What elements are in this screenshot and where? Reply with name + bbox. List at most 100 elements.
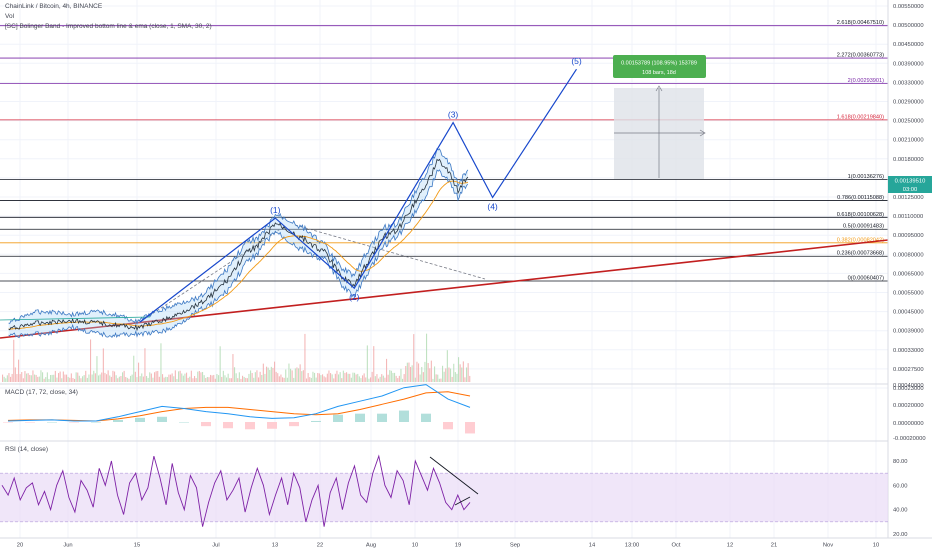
fib-level-label: 2.272(0.00360773) <box>837 53 884 59</box>
volume-bar <box>458 357 460 382</box>
grid-lines <box>0 0 888 538</box>
volume-bar <box>214 378 216 382</box>
volume-bar <box>70 373 72 382</box>
volume-bar <box>282 377 284 382</box>
volume-bar <box>77 372 79 382</box>
macd-histogram-bar <box>267 422 277 429</box>
volume-bar <box>304 333 306 382</box>
volume-bar <box>237 378 239 382</box>
volume-bar <box>198 370 200 382</box>
volume-bar <box>302 370 304 382</box>
volume-bar <box>450 368 452 382</box>
volume-bar <box>277 373 279 382</box>
price-axis-tick: 0.00390000 <box>893 61 924 67</box>
macd-histogram-bar <box>3 422 13 423</box>
volume-bar <box>370 377 372 382</box>
volume-bar <box>299 364 301 382</box>
macd-histogram-bar <box>355 413 365 422</box>
time-axis-tick: Nov <box>823 543 833 549</box>
volume-bar <box>170 374 172 382</box>
price-axis-tick: 0.00330000 <box>893 80 924 86</box>
volume-bar <box>155 371 157 382</box>
volume-bar <box>280 374 282 382</box>
volume-bar <box>413 334 415 382</box>
volume-bar <box>438 378 440 382</box>
volume-bar <box>267 367 269 382</box>
volume-bar <box>34 374 36 382</box>
volume-bar <box>182 375 184 382</box>
volume-bar <box>165 376 167 382</box>
volume-bar <box>190 370 192 382</box>
volume-bar <box>459 364 461 382</box>
volume-bar <box>168 374 170 382</box>
volume-bar <box>440 378 442 382</box>
price-axis-tick: 0.00500000 <box>893 23 924 29</box>
volume-bar <box>382 375 384 382</box>
volume-bar <box>35 374 37 382</box>
volume-bar <box>322 374 324 382</box>
symbol-title: ChainLink / Bitcoin, 4h, BINANCE <box>5 3 103 10</box>
volume-bar <box>341 378 343 382</box>
volume-bar <box>187 377 189 382</box>
volume-bar <box>208 377 210 382</box>
volume-bar <box>53 374 55 382</box>
macd-histogram-bar <box>113 419 123 422</box>
volume-bar <box>181 373 183 382</box>
price-axis-tick: 0.00027500 <box>893 367 924 373</box>
volume-bar <box>138 362 140 382</box>
volume-bar <box>101 372 103 382</box>
macd-histogram-bar <box>289 422 299 427</box>
volume-bar <box>229 378 231 382</box>
volume-bar <box>38 376 40 382</box>
volume-bar <box>197 371 199 382</box>
volume-bar <box>254 372 256 382</box>
volume-bar <box>261 374 263 382</box>
volume-bar <box>358 376 360 382</box>
volume-bar <box>56 377 58 382</box>
time-axis-tick: Aug <box>366 543 376 549</box>
volume-bar <box>333 378 335 382</box>
volume-bar <box>154 372 156 382</box>
price-axis-tick: 0.00039000 <box>893 329 924 335</box>
volume-bar <box>442 365 444 382</box>
volume-bar <box>146 375 148 382</box>
volume-bar <box>429 368 431 382</box>
volume-bar <box>362 375 364 382</box>
volume-bar <box>264 373 266 382</box>
volume-bar <box>178 371 180 382</box>
fib-level-label: 0.618(0.00100628) <box>837 212 884 218</box>
volume-bar <box>230 378 232 382</box>
volume-bar <box>461 367 463 382</box>
volume-bar <box>106 374 108 382</box>
volume-bar <box>176 378 178 382</box>
volume-bar <box>142 376 144 382</box>
time-axis-tick: Jul <box>212 543 219 549</box>
volume-bar <box>416 361 418 382</box>
volume-bar <box>378 378 380 382</box>
price-axis-bg <box>888 0 932 538</box>
volume-bar <box>107 370 109 382</box>
volume-bar <box>213 374 215 382</box>
volume-bar <box>285 369 287 382</box>
volume-bar <box>406 362 408 382</box>
volume-bar <box>245 377 247 382</box>
volume-bar <box>6 375 8 382</box>
target-info-badge <box>613 55 706 78</box>
volume-bar <box>93 370 95 382</box>
fib-level-label: 2(0.00293901) <box>848 78 885 84</box>
volume-bar <box>432 378 434 382</box>
price-axis-tick: 0.00290000 <box>893 100 924 106</box>
price-axis-tick: 0.00110000 <box>893 214 923 220</box>
volume-bar <box>194 376 196 382</box>
macd-histogram-bar <box>399 410 409 422</box>
volume-bar <box>8 373 10 382</box>
volume-bar <box>422 372 424 382</box>
volume-bar <box>22 378 24 382</box>
volume-bar <box>347 373 349 382</box>
volume-bar <box>83 375 85 382</box>
volume-bar <box>270 366 272 382</box>
volume-bar <box>94 373 96 382</box>
volume-bar <box>136 377 138 382</box>
volume-bar <box>368 378 370 382</box>
